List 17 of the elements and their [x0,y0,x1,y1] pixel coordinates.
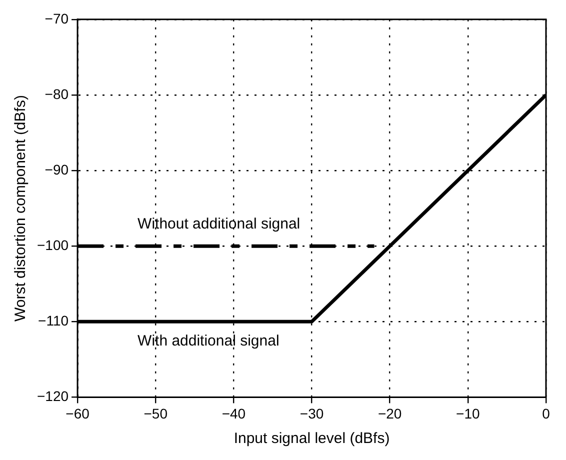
x-tick-label: −40 [222,405,246,422]
y-tick-label: −120 [36,388,69,404]
y-tick-label: −90 [44,161,69,178]
series-label: With additional signal [138,332,280,350]
x-tick-label: −20 [378,405,402,422]
y-tick-label: −80 [44,86,69,102]
y-tick-label: −70 [44,10,69,26]
x-tick-label: −50 [144,405,168,422]
x-tick-label: −30 [300,405,324,422]
x-tick-label: −60 [66,405,90,422]
y-tick-label: −100 [36,236,69,253]
y-tick-label: −110 [38,312,69,328]
y-axis-title: Worst distortion component (dBfs) [12,95,30,322]
x-tick-label: 0 [542,405,550,422]
series-label: Without additional signal [138,216,300,233]
x-axis-title: Input signal level (dBfs) [234,430,390,448]
x-tick-label: −10 [456,405,480,422]
